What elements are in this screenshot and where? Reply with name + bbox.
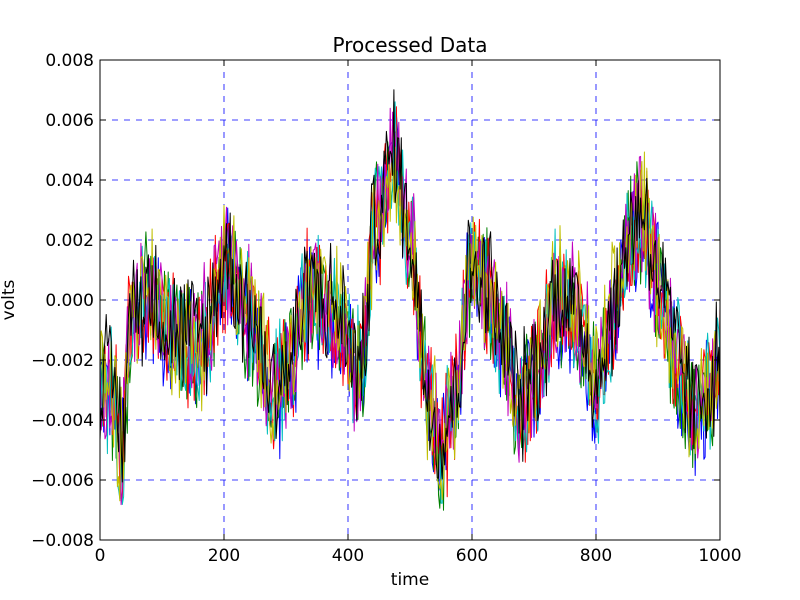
y-tick-label: 0.006 (45, 111, 94, 131)
x-tick-labels: 0 200 400 600 800 1000 (95, 546, 742, 566)
y-tick-label: 0.000 (45, 291, 94, 311)
y-axis-label: volts (0, 280, 19, 321)
y-tick-label: −0.002 (31, 351, 94, 371)
x-axis-label: time (391, 570, 429, 590)
axis-ticks (99, 59, 721, 541)
y-tick-label: 0.004 (45, 171, 94, 191)
y-tick-label: −0.008 (31, 531, 94, 551)
y-tick-labels: −0.008 −0.006 −0.004 −0.002 0.000 0.002 0.004 0… (31, 51, 94, 551)
chart-title: Processed Data (333, 33, 488, 57)
y-tick-label: 0.002 (45, 231, 94, 251)
x-tick-label: 200 (208, 546, 240, 566)
x-tick-label: 600 (456, 546, 488, 566)
series-lines (99, 89, 721, 511)
series-line (99, 107, 721, 506)
y-tick-label: −0.004 (31, 411, 94, 431)
y-tick-label: 0.008 (45, 51, 94, 71)
x-tick-label: 1000 (698, 546, 741, 566)
x-tick-label: 400 (332, 546, 364, 566)
y-tick-label: −0.006 (31, 471, 94, 491)
x-tick-label: 0 (95, 546, 106, 566)
x-tick-label: 800 (580, 546, 612, 566)
series-line (99, 89, 721, 483)
plot-area (100, 60, 720, 540)
